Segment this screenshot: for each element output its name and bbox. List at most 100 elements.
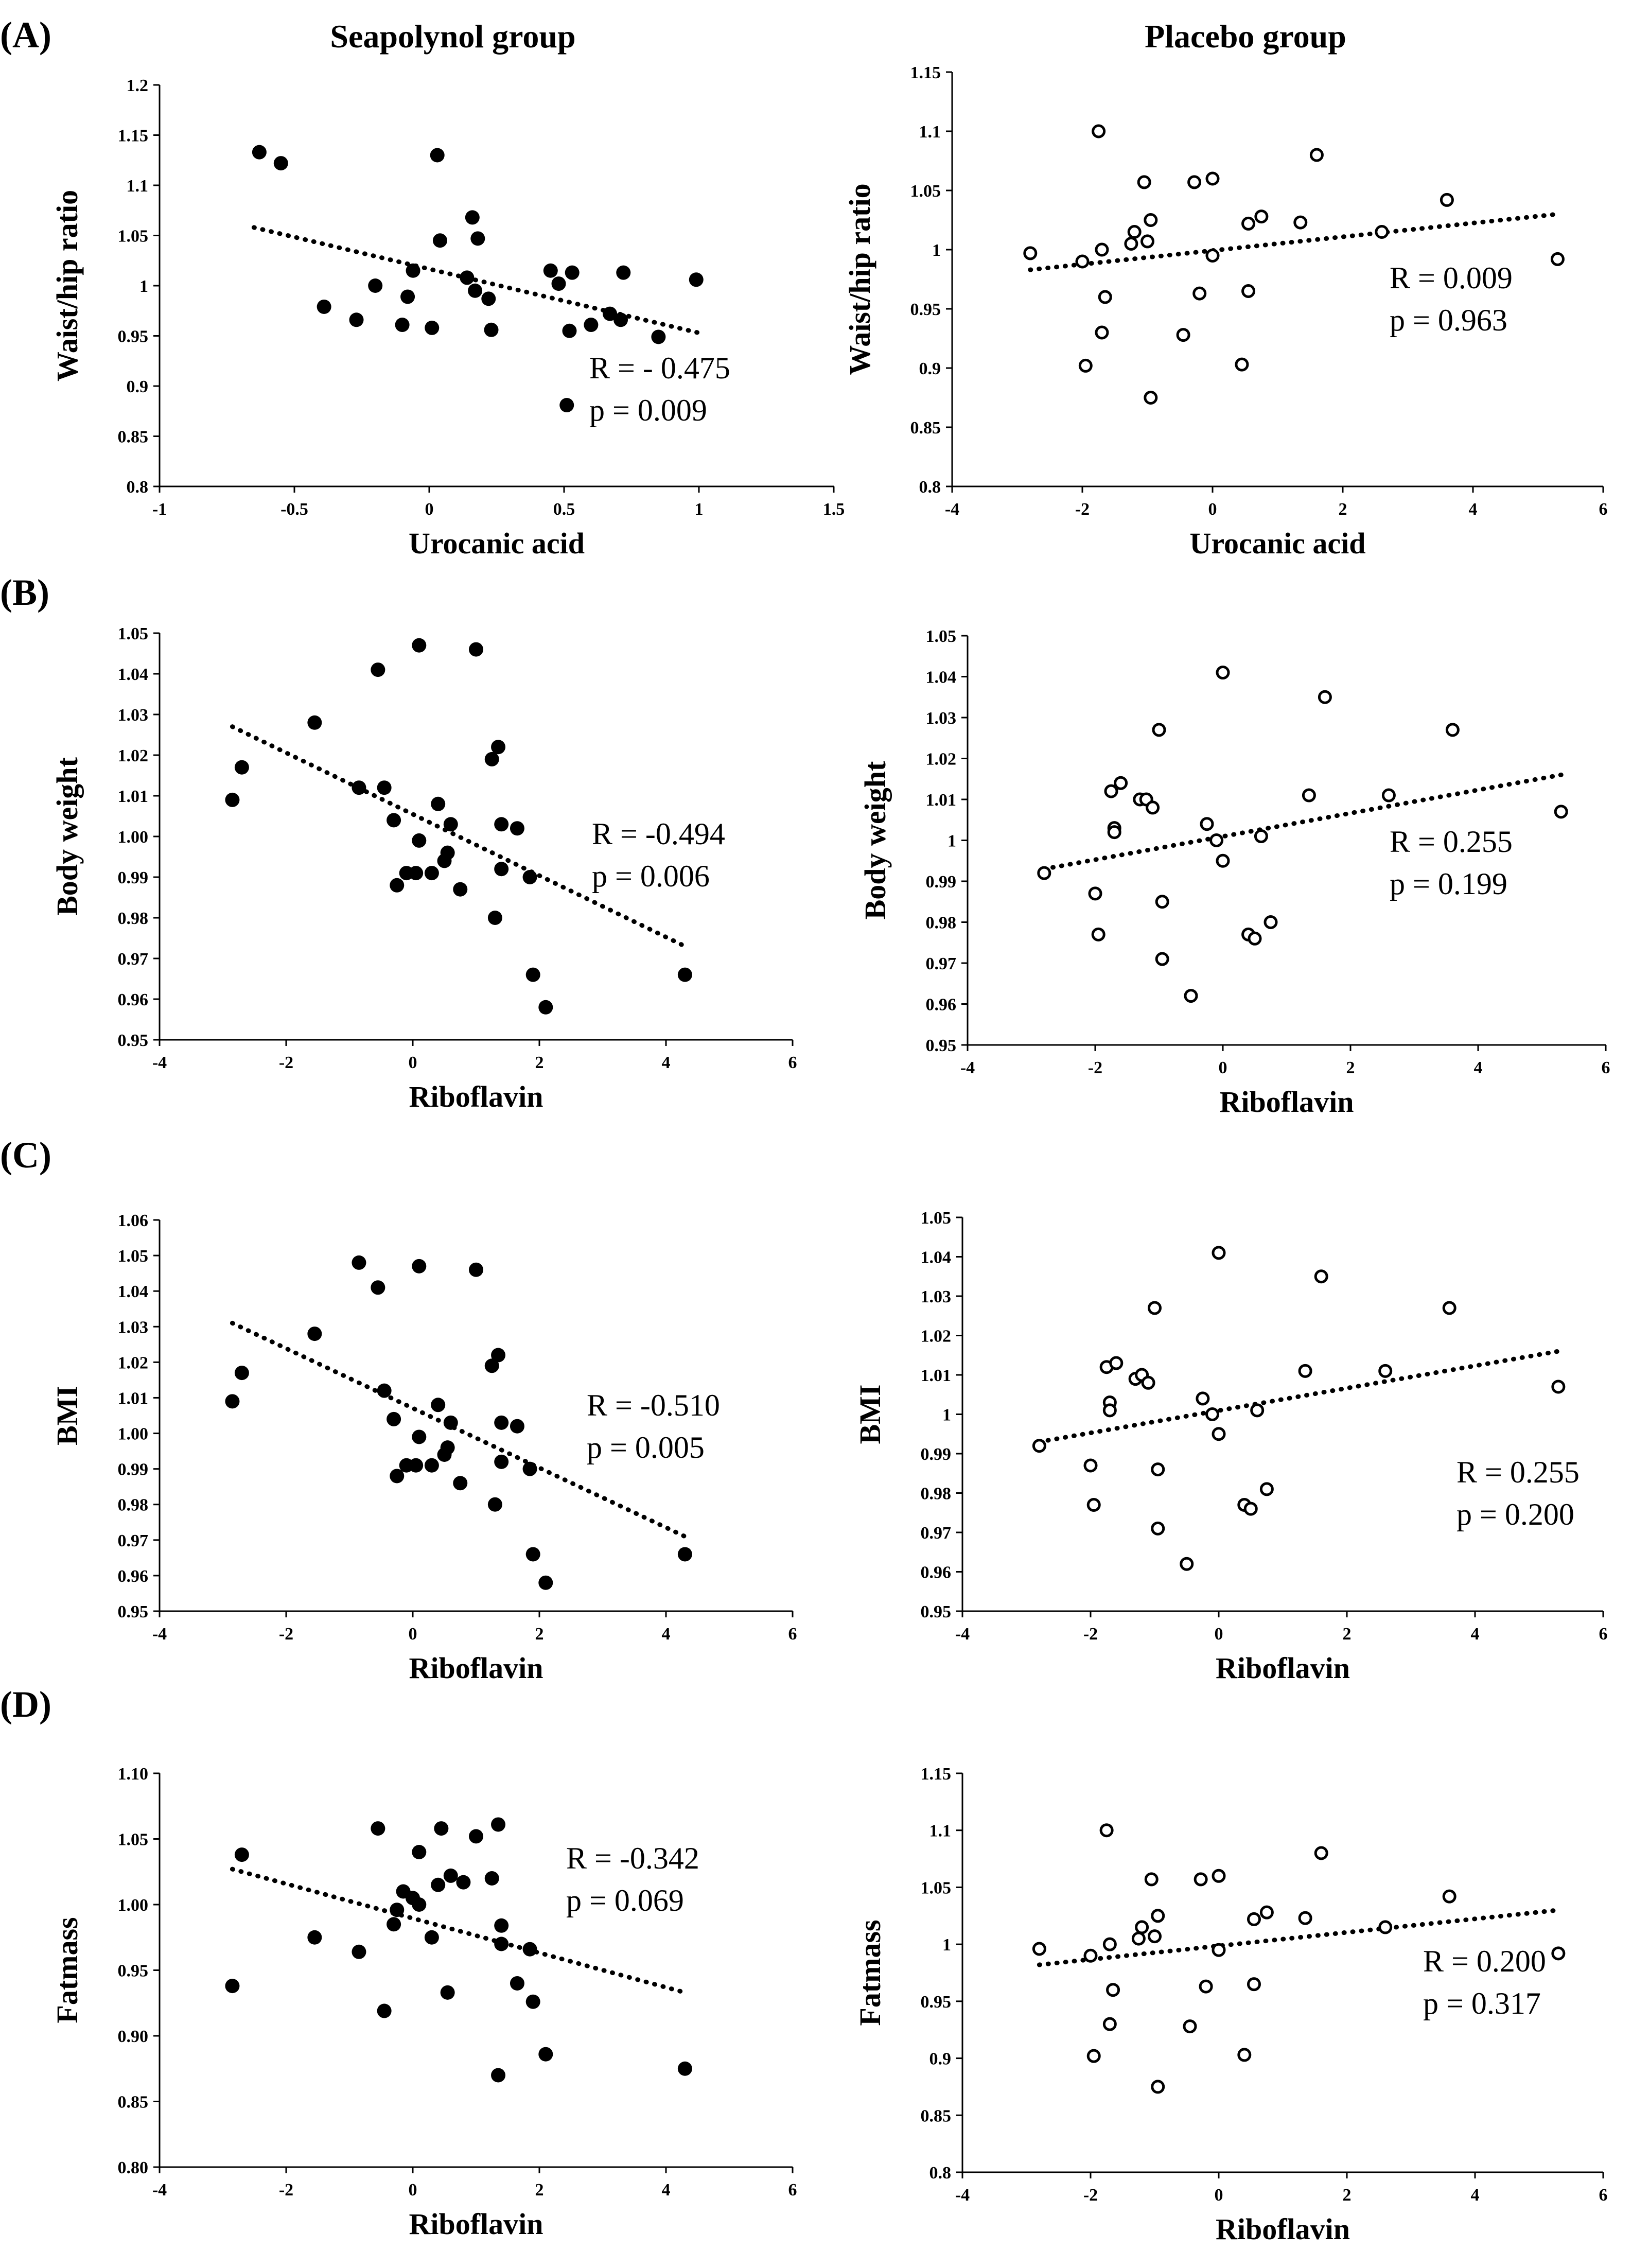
x-tick-label: 0 xyxy=(1215,1625,1223,1644)
x-tick-label: -4 xyxy=(945,500,959,519)
data-point xyxy=(1442,1301,1456,1315)
data-point xyxy=(525,967,540,982)
data-point xyxy=(1152,723,1166,737)
x-axis-title: Riboflavin xyxy=(409,1080,543,1113)
data-point xyxy=(562,323,577,338)
x-tick-label: 6 xyxy=(788,2180,797,2200)
data-point xyxy=(603,306,618,321)
y-tick-label: 1.03 xyxy=(921,1287,952,1306)
x-tick-label: 0 xyxy=(1215,2186,1223,2205)
trend-line xyxy=(1042,772,1564,871)
y-tick-label: 0.8 xyxy=(919,478,941,497)
data-point xyxy=(424,866,439,881)
y-tick-label: 0.97 xyxy=(926,954,957,973)
y-tick-label: 0.96 xyxy=(926,996,957,1015)
data-point xyxy=(412,1429,427,1444)
data-point xyxy=(677,1547,692,1562)
y-tick-label: 1.03 xyxy=(926,709,957,728)
data-point xyxy=(1212,1943,1226,1957)
data-point xyxy=(1109,1356,1124,1370)
data-point xyxy=(522,1942,537,1957)
data-point xyxy=(1151,1521,1165,1536)
y-tick-label: 0.95 xyxy=(926,1036,957,1055)
y-tick-label: 1 xyxy=(942,1935,951,1955)
y-tick-label: 1.03 xyxy=(118,706,149,725)
x-tick-label: -4 xyxy=(152,1625,167,1644)
data-point xyxy=(543,263,558,278)
data-point xyxy=(1241,216,1256,231)
data-point xyxy=(494,817,509,832)
panel-label-a: (A) xyxy=(0,14,51,56)
x-tick-label: 4 xyxy=(662,1625,671,1644)
panel-label-d: (D) xyxy=(0,1684,51,1725)
x-axis-title: Riboflavin xyxy=(1216,2212,1350,2246)
data-point xyxy=(443,1415,458,1430)
data-point xyxy=(387,1411,401,1426)
data-point xyxy=(1554,805,1568,819)
p-value-label: p = 0.317 xyxy=(1423,1986,1541,2020)
y-tick-label: 1 xyxy=(947,832,956,851)
x-axis-title: Riboflavin xyxy=(1216,1651,1350,1685)
trend-line xyxy=(1028,212,1560,272)
data-point xyxy=(409,1458,424,1473)
data-point xyxy=(510,821,524,836)
data-point xyxy=(349,312,364,327)
trend-line xyxy=(230,1320,688,1539)
y-tick-label: 1.15 xyxy=(118,127,149,146)
data-point xyxy=(510,1976,524,1991)
trend-line xyxy=(251,225,701,336)
trend-line xyxy=(230,724,688,949)
y-tick-label: 0.95 xyxy=(118,327,149,346)
x-tick-label: -2 xyxy=(1075,500,1090,519)
y-tick-label: 1 xyxy=(932,241,941,260)
data-point xyxy=(677,967,692,982)
data-point xyxy=(1314,1269,1328,1284)
data-point xyxy=(584,318,599,333)
chart-B-placebo: 0.95 0.96 0.97 0.98 0.99 1 1.01 1.02 1.03 1.04 1.0… xyxy=(858,627,1610,1119)
x-tick-label: 2 xyxy=(535,2180,544,2200)
data-point xyxy=(412,638,427,653)
data-point xyxy=(1212,1246,1226,1260)
data-point xyxy=(1194,1872,1208,1887)
data-point xyxy=(1309,148,1324,162)
data-point xyxy=(613,312,628,327)
data-point xyxy=(412,833,427,848)
y-tick-label: 1.02 xyxy=(926,750,957,769)
data-point xyxy=(1259,1482,1274,1496)
data-point xyxy=(484,1871,499,1886)
data-point xyxy=(1144,391,1158,405)
p-value-label: p = 0.006 xyxy=(592,859,710,893)
data-point xyxy=(1302,788,1316,802)
x-tick-label: -1 xyxy=(152,500,167,519)
x-tick-label: 2 xyxy=(535,1053,544,1072)
y-tick-label: 0.95 xyxy=(910,300,941,319)
correlation-r-label: R = 0.200 xyxy=(1423,1944,1546,1978)
data-point xyxy=(1205,1407,1220,1421)
data-point xyxy=(453,1476,468,1491)
p-value-label: p = 0.199 xyxy=(1390,867,1507,901)
y-tick-label: 1.04 xyxy=(921,1248,952,1267)
data-point xyxy=(430,148,445,163)
x-tick-label: -2 xyxy=(279,1625,293,1644)
x-tick-label: 4 xyxy=(1471,2186,1480,2205)
y-tick-label: 0.99 xyxy=(926,873,957,892)
data-point xyxy=(1151,1462,1165,1477)
data-point xyxy=(1176,328,1190,342)
data-point xyxy=(234,760,249,775)
data-point xyxy=(1187,175,1202,189)
x-tick-label: 6 xyxy=(788,1625,797,1644)
data-point xyxy=(317,299,331,314)
data-point xyxy=(352,1944,366,1959)
data-point xyxy=(432,233,447,248)
y-tick-label: 1.01 xyxy=(118,1389,149,1408)
chart-A-placebo: 0.8 0.85 0.9 0.95 1 1.05 1.1 1.15 -4 -2 0 2 4 6 Urocan… xyxy=(843,63,1608,560)
y-tick-label: 1.04 xyxy=(118,1282,149,1301)
data-point xyxy=(1075,254,1090,269)
y-tick-label: 0.99 xyxy=(118,868,149,887)
x-axis-title: Riboflavin xyxy=(409,2207,543,2241)
data-point xyxy=(1092,124,1106,138)
data-point xyxy=(494,1918,509,1933)
data-point xyxy=(538,1000,553,1015)
data-point xyxy=(225,1979,240,1994)
x-tick-label: -2 xyxy=(279,1053,293,1072)
